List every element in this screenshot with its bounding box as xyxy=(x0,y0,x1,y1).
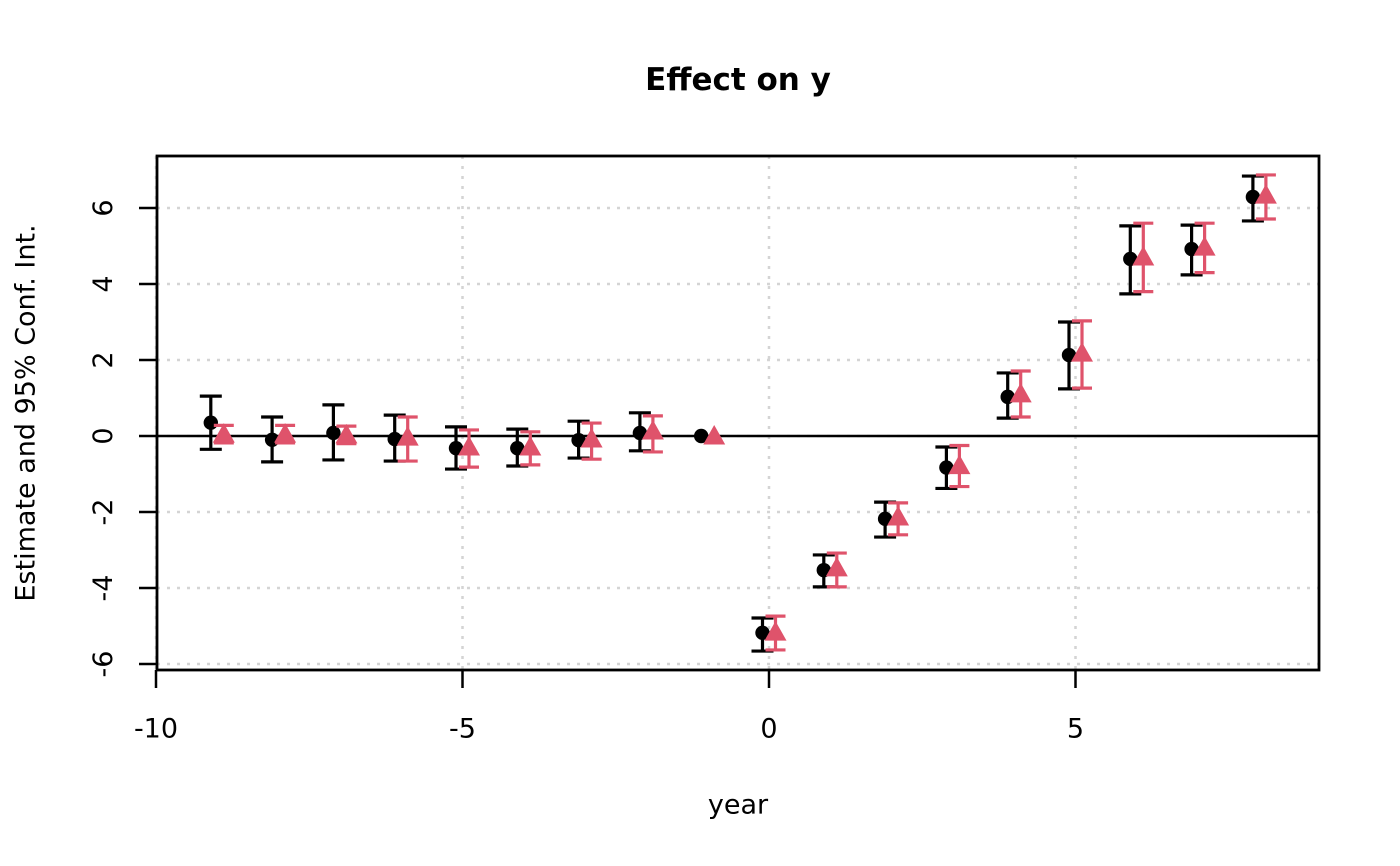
point-triangle-year-5 xyxy=(1071,342,1093,362)
point-circle-year-2 xyxy=(877,511,893,527)
x-tick-label: 5 xyxy=(1067,714,1084,745)
point-triangle-year-8 xyxy=(1254,184,1277,204)
point-circle-year--1 xyxy=(694,428,709,444)
point-triangle-year-7 xyxy=(1193,236,1216,256)
x-axis-label: year xyxy=(707,789,769,821)
point-triangle-year-1 xyxy=(825,556,848,577)
point-triangle-year-0 xyxy=(764,621,787,641)
point-circle-year-6 xyxy=(1123,251,1138,267)
x-tick-label: 0 xyxy=(760,714,777,745)
point-circle-year--4 xyxy=(510,440,525,456)
point-circle-year--3 xyxy=(571,432,586,448)
point-circle-year-3 xyxy=(939,460,954,475)
x-tick-label: -10 xyxy=(134,714,178,745)
point-circle-year--5 xyxy=(448,440,464,456)
y-tick-label: -4 xyxy=(88,575,119,602)
point-triangle-year--8 xyxy=(274,423,297,443)
point-triangle-year--4 xyxy=(519,436,542,456)
point-triangle-year--6 xyxy=(396,426,419,446)
point-triangle-year--7 xyxy=(335,423,358,444)
y-tick-label: 0 xyxy=(88,427,119,444)
point-triangle-year--3 xyxy=(580,428,603,448)
point-triangle-year--5 xyxy=(458,436,480,456)
chart-title: Effect on y xyxy=(645,62,831,98)
y-tick-label: 6 xyxy=(88,199,119,216)
y-axis-label: Estimate and 95% Conf. Int. xyxy=(10,224,42,602)
point-circle-year--7 xyxy=(326,425,341,441)
point-triangle-year-3 xyxy=(948,454,971,475)
y-tick-label: 2 xyxy=(88,351,119,368)
point-circle-year-8 xyxy=(1245,189,1261,205)
point-triangle-year--2 xyxy=(641,420,664,440)
point-circle-year-7 xyxy=(1184,241,1199,257)
point-triangle-year-2 xyxy=(887,505,910,526)
point-circle-year--2 xyxy=(632,425,648,441)
plot-box xyxy=(155,154,1321,672)
point-triangle-year-6 xyxy=(1132,246,1155,266)
point-triangle-year-4 xyxy=(1009,382,1032,403)
point-circle-year--9 xyxy=(203,415,218,430)
point-circle-year-0 xyxy=(755,625,770,641)
y-tick-label: 4 xyxy=(88,275,119,292)
point-circle-year-5 xyxy=(1061,347,1077,363)
y-tick-label: -2 xyxy=(88,499,119,526)
point-triangle-year--9 xyxy=(212,423,235,443)
point-triangle-year--1 xyxy=(703,425,726,445)
point-circle-year--6 xyxy=(387,431,402,447)
x-tick-label: -5 xyxy=(449,714,476,745)
y-tick-label: -6 xyxy=(88,651,119,678)
